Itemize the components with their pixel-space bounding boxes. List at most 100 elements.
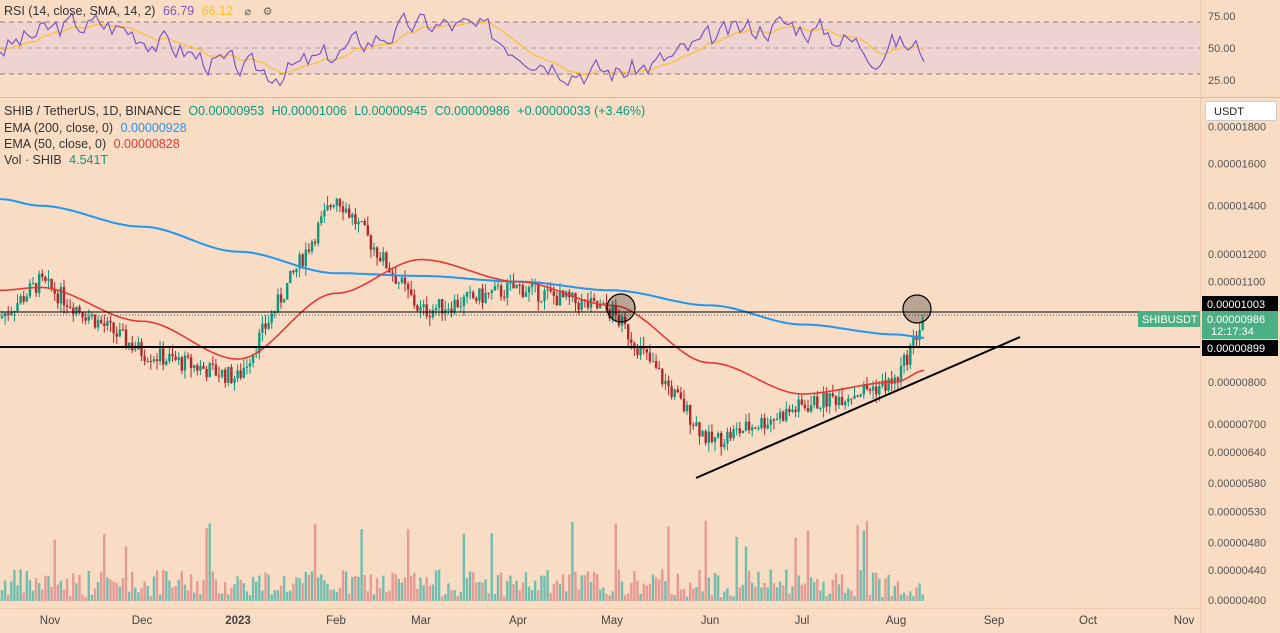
candle-body (791, 409, 794, 412)
candle-body (149, 360, 152, 362)
volume-bar (34, 577, 38, 601)
volume-bar (682, 589, 686, 601)
candle-body (918, 329, 921, 341)
volume-bar (267, 574, 270, 601)
candle-body (608, 309, 611, 319)
candle-body (738, 428, 741, 434)
volume-bar (16, 585, 19, 601)
volume-bar (580, 575, 583, 601)
highlight-circle-aug[interactable] (902, 294, 932, 324)
volume-bar (255, 581, 258, 601)
volume-bar (453, 590, 456, 601)
volume-bar (186, 590, 190, 601)
candle-body (422, 304, 425, 308)
candle-body (670, 386, 673, 398)
ascending-trendline[interactable] (695, 336, 1021, 479)
month-label: Dec (132, 615, 153, 627)
candle-body (661, 369, 664, 385)
candle-body (859, 394, 862, 397)
candle-body (382, 252, 385, 262)
rsi-title: RSI (14, close, SMA, 14, 2) (4, 4, 156, 18)
month-label: May (601, 615, 623, 627)
candle-body (782, 411, 785, 421)
volume-bar (630, 583, 633, 601)
candle-body (682, 398, 686, 412)
upper-level-label: 0.00001003 (1207, 299, 1265, 311)
candle-body (3, 313, 7, 317)
volume-bar (524, 572, 528, 601)
volume-bar (320, 574, 323, 601)
symbol-tag-label: SHIBUSDT (1142, 314, 1198, 326)
candle-body (106, 320, 109, 326)
volume-bar (65, 578, 69, 601)
price-ticks: 0.00001800 0.00001600 0.00001400 0.00001200… (1208, 122, 1266, 607)
candle-body (351, 214, 354, 218)
candle-body (326, 205, 329, 211)
candle-body (38, 273, 41, 294)
main-chart[interactable] (0, 98, 1200, 608)
volume-bar (813, 582, 816, 601)
candle-body (794, 409, 797, 412)
price-tick: 0.00001400 (1208, 201, 1266, 213)
candle-body (372, 247, 376, 250)
candle-body (645, 348, 648, 353)
candle-body (304, 249, 307, 267)
volume-bar (738, 587, 741, 601)
gear-icon[interactable]: ⚙ (262, 6, 273, 18)
volume-bar (78, 574, 81, 601)
candle-body (165, 361, 168, 365)
volume-bar (366, 591, 369, 601)
eye-slash-icon[interactable]: ⌀ (244, 6, 252, 18)
candle-body (735, 428, 738, 430)
candle-body (217, 375, 221, 377)
candle-body (676, 389, 679, 393)
volume-bar (248, 595, 252, 601)
current-price-label: 0.00000986 (1207, 314, 1265, 326)
candle-body (509, 282, 512, 284)
volume-bar (490, 533, 493, 601)
volume-bar (0, 590, 4, 601)
candle-body (902, 354, 906, 366)
volume-bar (239, 579, 242, 601)
candle-body (236, 370, 239, 379)
candle-body (441, 299, 444, 314)
candle-body (124, 329, 128, 347)
time-scale[interactable]: Nov Dec 2023 Feb Mar Apr May Jun Jul Aug Sep Oct Nov (0, 608, 1200, 633)
candle-body (168, 353, 171, 362)
candle-body (561, 290, 565, 298)
volume-bar (56, 584, 59, 601)
ohlc-high: H0.00001006 (271, 104, 347, 118)
volume-bar (788, 593, 791, 601)
volume-bar (478, 581, 481, 601)
highlight-circle-may[interactable] (606, 293, 636, 323)
candle-body (434, 308, 438, 311)
candle-body (428, 316, 431, 318)
candle-body (44, 276, 47, 281)
candle-body (242, 367, 245, 378)
rsi-tick-75: 75.00 (1208, 11, 1236, 23)
candle-body (713, 437, 717, 443)
price-scale[interactable]: 75.00 50.00 25.00 0.000018000.000016000.… (1200, 0, 1280, 633)
volume-bar (549, 592, 552, 601)
volume-bar (44, 575, 47, 601)
volume-bar (487, 593, 490, 601)
volume-bar (521, 582, 524, 601)
volume-bar (428, 585, 431, 601)
volume-bar (410, 575, 413, 601)
volume-bar (462, 533, 466, 601)
volume-bar (168, 580, 171, 601)
volume-bar (667, 526, 670, 601)
currency-button[interactable]: USDT (1205, 101, 1277, 121)
volume-bar (561, 574, 565, 601)
candle-body (75, 306, 78, 314)
candle-body (546, 289, 549, 291)
candle-body (599, 304, 602, 309)
volume-bar (627, 593, 630, 601)
volume-bar (620, 581, 624, 601)
volume-bar (565, 591, 568, 601)
volume-bar (242, 583, 245, 601)
volume-bar (633, 570, 636, 601)
volume-bar (205, 528, 208, 601)
candle-body (400, 277, 404, 283)
candle-body (909, 345, 912, 365)
